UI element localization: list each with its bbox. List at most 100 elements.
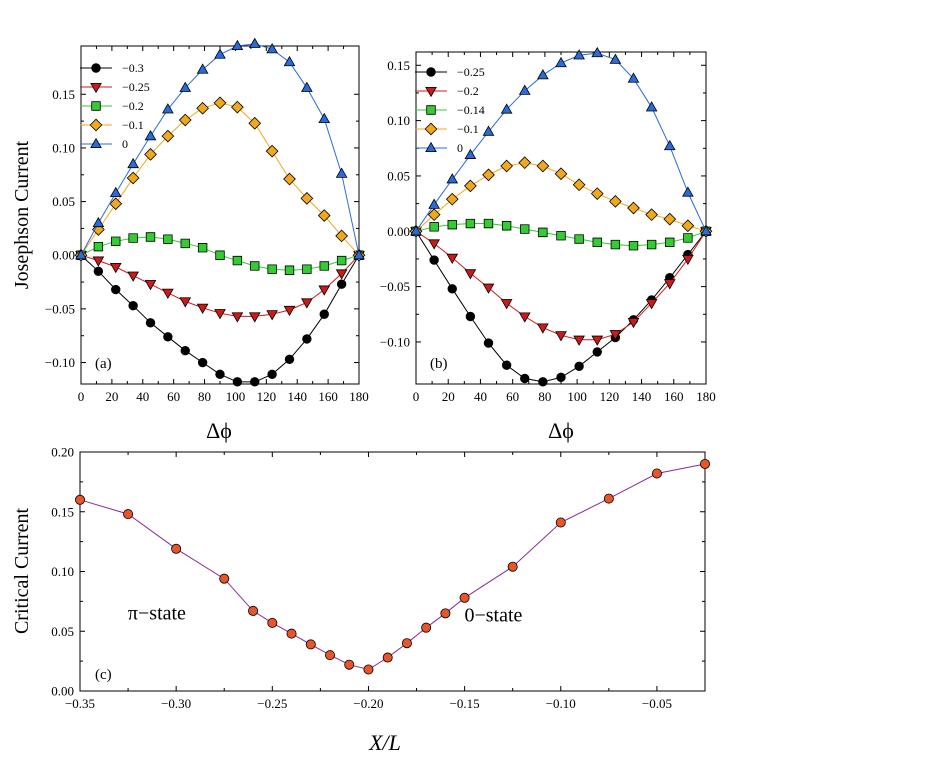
- legend-marker: [89, 118, 103, 132]
- data-point: [464, 148, 477, 159]
- x-tick-label: 100: [226, 389, 246, 404]
- data-point: [410, 225, 422, 236]
- data-point: [555, 56, 567, 68]
- data-point: [335, 229, 348, 243]
- data-point: [284, 354, 295, 365]
- series-line: [80, 254, 360, 317]
- data-point: [324, 650, 335, 661]
- data-point: [197, 243, 208, 253]
- x-tick-label: 100: [567, 389, 587, 404]
- data-point: [554, 167, 568, 181]
- data-point: [429, 222, 439, 232]
- data-point: [111, 236, 121, 246]
- data-point: [213, 96, 227, 110]
- data-point: [123, 509, 134, 520]
- data-point: [482, 283, 495, 294]
- data-point: [127, 157, 139, 169]
- data-point: [429, 255, 439, 265]
- data-point: [555, 517, 566, 528]
- data-point: [250, 377, 260, 387]
- data-point: [536, 159, 550, 173]
- x-tick-label: 80: [198, 389, 211, 404]
- data-point: [700, 225, 712, 236]
- data-point: [301, 298, 313, 309]
- data-point: [518, 84, 531, 95]
- x-tick-label: 120: [600, 389, 620, 404]
- y-tick-label: 0.00: [51, 684, 74, 699]
- data-point: [663, 212, 677, 226]
- series-3: [409, 156, 713, 238]
- data-point: [248, 605, 259, 616]
- data-point: [507, 561, 518, 572]
- data-point: [197, 357, 208, 368]
- x-tick-label: −0.15: [450, 696, 480, 711]
- data-point: [301, 81, 313, 92]
- y-tick-label: −0.10: [380, 334, 410, 349]
- data-point: [111, 284, 121, 295]
- data-point: [248, 116, 262, 130]
- x-tick-label: 60: [167, 389, 180, 404]
- data-point: [645, 299, 658, 310]
- data-point: [283, 172, 296, 186]
- data-point: [353, 249, 365, 260]
- legend-label: 0: [457, 141, 463, 155]
- data-point: [556, 231, 566, 241]
- data-point: [445, 192, 459, 206]
- data-point: [572, 178, 586, 192]
- data-point: [75, 494, 86, 505]
- series-0: [75, 458, 711, 675]
- panel-c: −0.35 −0.30 −0.25 −0.20 −0.15 −0.10 −0.05 0.00 0…: [11, 445, 711, 755]
- data-point: [163, 332, 173, 342]
- data-point: [665, 237, 675, 248]
- y-tick-label: 0.00: [52, 248, 75, 263]
- data-point: [109, 186, 122, 198]
- data-point: [302, 334, 312, 344]
- data-point: [446, 173, 459, 184]
- data-point: [144, 129, 157, 141]
- data-point: [231, 39, 244, 51]
- series-0: [76, 250, 364, 387]
- data-point: [518, 156, 532, 170]
- x-axis-label: X/L: [368, 730, 401, 755]
- y-tick-label: 0.05: [51, 624, 74, 639]
- y-tick-label: 0.15: [51, 504, 74, 519]
- x-tick-label: 180: [696, 389, 716, 404]
- x-tick-label: 80: [538, 389, 551, 404]
- data-point: [590, 187, 604, 201]
- legend-label: −0.25: [122, 80, 150, 94]
- y-tick-label: −0.10: [45, 355, 75, 370]
- data-point: [248, 37, 261, 48]
- series-0: [411, 226, 711, 387]
- data-point: [232, 255, 243, 266]
- data-point: [501, 221, 512, 231]
- series-2: [411, 218, 711, 251]
- panel-label: (a): [95, 356, 112, 372]
- data-point: [401, 638, 412, 649]
- data-point: [286, 628, 297, 639]
- panel-a: 0 20 40 60 80 100 120 140 160 180−0.10−0.050.000.…: [11, 37, 369, 443]
- x-axis-label: Δϕ: [206, 418, 232, 443]
- data-point: [591, 335, 604, 346]
- x-tick-label: 120: [257, 389, 277, 404]
- y-tick-label: 0.15: [387, 58, 410, 73]
- data-point: [92, 216, 105, 228]
- series-1: [410, 227, 712, 346]
- data-point: [109, 197, 123, 211]
- data-point: [459, 592, 470, 603]
- data-point: [651, 468, 662, 479]
- x-tick-label: 0: [78, 389, 85, 404]
- data-point: [573, 335, 585, 346]
- data-point: [500, 299, 513, 310]
- legend-label: −0.25: [457, 65, 485, 79]
- data-point: [501, 360, 512, 370]
- y-axis-label: Critical Current: [11, 508, 33, 635]
- data-point: [180, 346, 190, 356]
- series-4: [75, 37, 365, 260]
- data-point: [591, 46, 604, 58]
- x-tick-label: 0: [413, 389, 420, 404]
- data-point: [145, 232, 156, 242]
- data-point: [267, 617, 278, 628]
- data-point: [231, 312, 244, 323]
- data-point: [483, 338, 494, 348]
